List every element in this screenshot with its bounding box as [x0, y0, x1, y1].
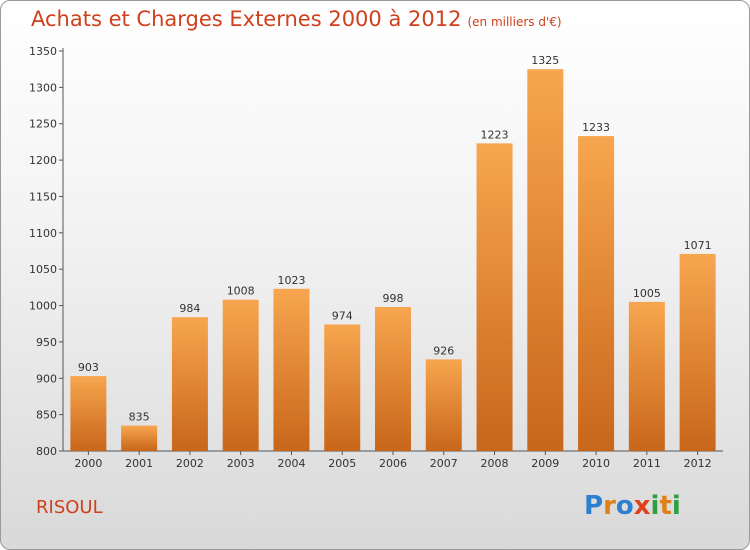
bar [578, 136, 615, 451]
bar [273, 288, 310, 451]
bar-value-label: 903 [78, 361, 99, 374]
bar [527, 69, 564, 451]
bar-value-label: 926 [433, 344, 454, 357]
logo-letter: t [659, 491, 672, 521]
bar-value-label: 998 [383, 292, 404, 305]
bar-value-label: 1023 [277, 274, 305, 287]
x-tick-label: 2007 [430, 457, 458, 470]
y-tick-label: 1100 [29, 227, 57, 240]
y-tick-label: 1000 [29, 300, 57, 313]
bar [679, 253, 716, 451]
x-tick-label: 2001 [125, 457, 153, 470]
x-tick-label: 2011 [633, 457, 661, 470]
x-tick-label: 2008 [481, 457, 509, 470]
bar [222, 299, 259, 451]
chart-title-text: Achats et Charges Externes 2000 à 2012 [31, 7, 462, 31]
y-tick-label: 1150 [29, 190, 57, 203]
y-tick-label: 800 [36, 445, 57, 458]
bar-value-label: 1223 [481, 128, 509, 141]
bar [628, 301, 665, 451]
x-tick-label: 2009 [531, 457, 559, 470]
y-tick-label: 1050 [29, 263, 57, 276]
logo-letter: i [650, 491, 660, 521]
bar-value-label: 984 [179, 302, 200, 315]
x-tick-label: 2000 [74, 457, 102, 470]
commune-name: RISOUL [36, 497, 103, 518]
x-tick-label: 2005 [328, 457, 356, 470]
bar [121, 425, 158, 451]
bar-value-label: 1071 [684, 239, 712, 252]
bar-value-label: 974 [332, 309, 353, 322]
y-tick-label: 1350 [29, 45, 57, 58]
logo-letter: P [584, 491, 604, 521]
bar [425, 359, 462, 451]
logo-letter: i [671, 491, 681, 521]
x-tick-label: 2002 [176, 457, 204, 470]
y-tick-label: 850 [36, 409, 57, 422]
y-tick-label: 1250 [29, 118, 57, 131]
bar [476, 143, 513, 451]
logo-letter: r [603, 491, 616, 521]
x-tick-label: 2003 [227, 457, 255, 470]
bar [375, 307, 411, 451]
x-tick-label: 2012 [684, 457, 712, 470]
bar-value-label: 835 [129, 411, 150, 424]
bar-value-label: 1233 [582, 121, 610, 134]
x-tick-label: 2010 [582, 457, 610, 470]
chart-subtitle: (en milliers d'€) [467, 15, 562, 29]
bar-value-label: 1005 [633, 287, 661, 300]
bar-value-label: 1008 [227, 285, 255, 298]
logo-letter: o [615, 491, 634, 521]
bar [324, 324, 361, 451]
bar [171, 317, 208, 451]
y-tick-label: 1200 [29, 154, 57, 167]
y-tick-label: 900 [36, 372, 57, 385]
logo-letter: x [633, 491, 651, 521]
x-tick-label: 2004 [277, 457, 305, 470]
y-tick-label: 1300 [29, 81, 57, 94]
chart-title: Achats et Charges Externes 2000 à 2012 (e… [31, 7, 562, 31]
proxiti-logo: Proxiti [584, 491, 681, 521]
x-tick-label: 2006 [379, 457, 407, 470]
bar [70, 376, 107, 451]
bar-value-label: 1325 [531, 54, 559, 67]
y-tick-label: 950 [36, 336, 57, 349]
